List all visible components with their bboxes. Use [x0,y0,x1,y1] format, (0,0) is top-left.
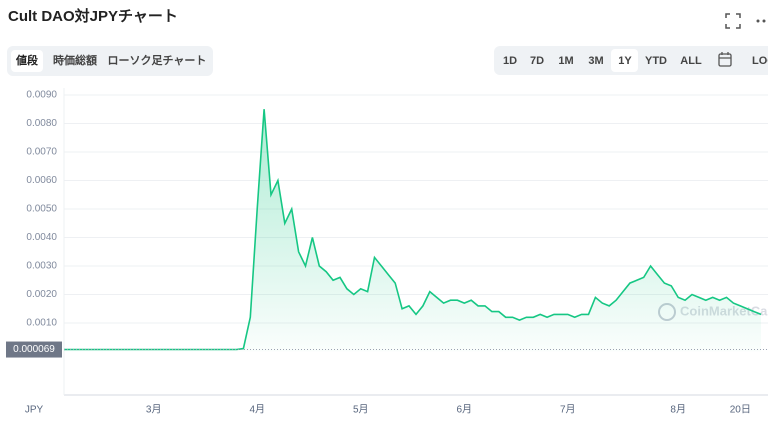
current-price-label: 0.000069 [13,344,55,355]
x-tick-label: 8月 [670,404,686,416]
range-button[interactable]: YTD [645,55,667,67]
range-button[interactable]: 7D [530,55,544,67]
y-tick-label: 0.0080 [26,118,57,129]
x-tick-label: 5月 [353,404,369,416]
price-area [64,109,761,352]
range-selected [611,49,638,72]
y-tick-label: 0.0060 [26,175,57,186]
tab-selected [11,50,43,72]
range-button[interactable]: 3M [588,55,603,67]
x-tick-label: 3月 [146,404,162,416]
x-tick-label: 6月 [456,404,472,416]
y-tick-label: 0.0070 [26,147,57,158]
tab[interactable]: 時価総額 [53,53,97,67]
range-button[interactable]: 1Y [618,55,632,67]
x-tick-label: 7月 [560,404,576,416]
y-tick-label: 0.0090 [26,90,57,101]
price-line [64,109,762,351]
y-tick-label: 0.0020 [26,289,57,300]
tab[interactable]: 値段 [15,53,38,67]
y-tick-label: 0.0030 [26,261,57,272]
tab[interactable]: ローソク足チャート [108,54,207,67]
title: Cult DAO対JPYチャート [8,7,178,25]
y-tick-label: 0.0040 [26,232,57,243]
current-price-badge [6,341,62,358]
y-tick-label: 0.0050 [26,204,57,215]
currency-label: JPY [25,405,44,416]
x-tick-label: 20日 [730,405,751,416]
y-tick-label: 0.0010 [26,318,57,329]
x-tick-label: 4月 [249,404,265,416]
range-button[interactable]: 1M [558,55,573,67]
log-button[interactable]: LOG [752,55,768,67]
tab-group [7,46,213,76]
more-icon[interactable] [756,19,766,23]
fullscreen-icon[interactable] [725,13,741,29]
range-button[interactable]: 1D [503,55,517,67]
range-button[interactable]: ALL [680,55,702,67]
calendar-icon[interactable] [718,52,732,67]
